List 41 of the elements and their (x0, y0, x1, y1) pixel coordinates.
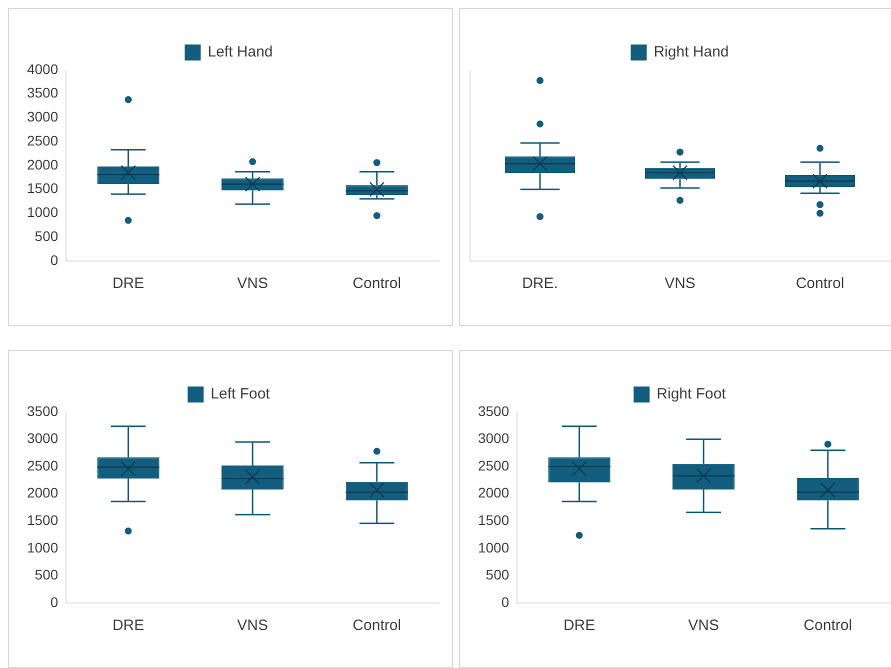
y-tick-label: 1500 (26, 180, 58, 196)
y-tick-label: 3000 (26, 108, 58, 125)
legend-label: Right Hand (654, 44, 729, 61)
y-tick-label: 1000 (26, 204, 58, 220)
x-tick-label: VNS (237, 617, 268, 634)
legend-label: Right Foot (656, 386, 727, 403)
y-tick-label: 2000 (26, 484, 58, 501)
legend-label: Left Hand (208, 44, 273, 61)
y-tick-label: 0 (50, 594, 58, 610)
y-tick-label: 1500 (26, 512, 58, 528)
legend-label: Left Foot (210, 386, 271, 403)
x-tick-label: Control (804, 617, 852, 634)
y-tick-label: 3500 (26, 402, 58, 419)
y-tick-label: 2500 (478, 457, 510, 474)
y-tick-label: 500 (34, 566, 58, 583)
x-tick-label: Control (796, 275, 844, 292)
y-tick-label: 2500 (26, 457, 58, 474)
x-tick-label: VNS (664, 275, 696, 292)
x-tick-label: DRE (112, 275, 144, 292)
x-tick-label: VNS (237, 275, 268, 292)
y-tick-label: 500 (486, 566, 510, 583)
y-tick-label: 1000 (478, 539, 510, 556)
x-tick-label: DRE (563, 617, 596, 634)
y-tick-label: 2500 (26, 132, 58, 148)
x-tick-label: Control (352, 275, 402, 292)
y-tick-label: 3000 (478, 430, 510, 446)
x-tick-label: DRE. (522, 275, 558, 292)
y-tick-label: 3000 (26, 430, 58, 446)
y-tick-label: 4000 (26, 60, 58, 77)
x-tick-label: DRE (112, 617, 144, 634)
y-tick-label: 1000 (26, 539, 58, 556)
y-tick-label: 500 (34, 228, 58, 244)
y-tick-label: 2000 (478, 484, 510, 501)
y-tick-label: 2000 (26, 156, 58, 172)
y-tick-label: 0 (50, 252, 58, 268)
x-tick-label: VNS (688, 617, 719, 634)
y-tick-label: 0 (501, 594, 510, 610)
y-tick-label: 3500 (26, 84, 58, 101)
x-tick-label: Control (352, 617, 402, 634)
y-tick-label: 3500 (478, 402, 510, 419)
y-tick-label: 1500 (478, 512, 510, 528)
